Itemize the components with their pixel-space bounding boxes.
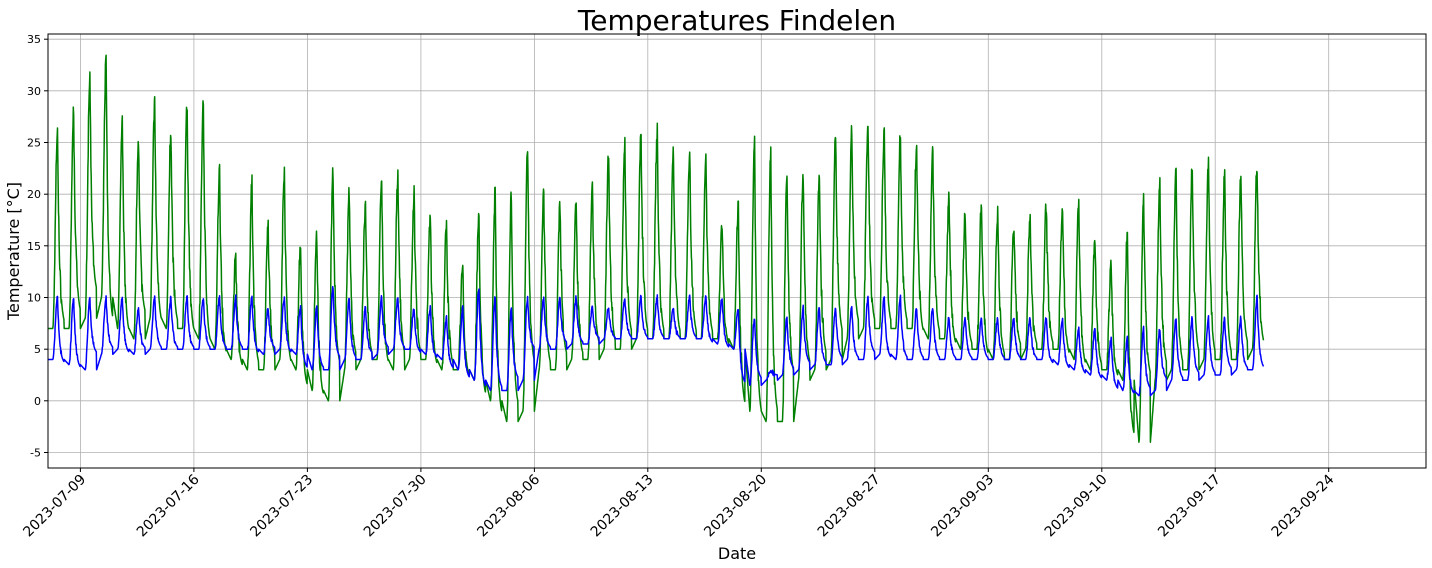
x-tick-label: 2023-08-27 — [815, 472, 884, 541]
chart-title: Temperatures Findelen — [577, 4, 896, 37]
series-line-green — [48, 55, 1264, 442]
x-tick-label: 2023-08-13 — [588, 472, 657, 541]
x-tick-label: 2023-09-10 — [1042, 472, 1111, 541]
y-tick-label: 10 — [27, 292, 41, 305]
y-axis-ticks: -5 0 5 10 15 20 25 30 35 — [27, 33, 48, 459]
y-tick-label: 5 — [34, 343, 41, 356]
y-tick-label: 15 — [27, 240, 41, 253]
x-tick-label: 2023-07-09 — [20, 472, 89, 541]
y-tick-label: 0 — [34, 395, 41, 408]
x-axis-ticks: 2023-07-09 2023-07-16 2023-07-23 2023-07-30… — [20, 468, 1337, 540]
y-axis-label: Temperature [°C] — [4, 182, 23, 321]
x-tick-label: 2023-09-03 — [928, 472, 997, 541]
x-tick-label: 2023-07-30 — [361, 472, 430, 541]
x-tick-label: 2023-08-20 — [701, 472, 770, 541]
y-tick-label: -5 — [30, 447, 41, 460]
y-tick-label: 35 — [27, 33, 41, 46]
series-lines — [48, 55, 1264, 442]
x-tick-label: 2023-07-16 — [134, 471, 203, 540]
x-tick-label: 2023-09-24 — [1269, 471, 1338, 540]
x-tick-label: 2023-08-06 — [474, 471, 543, 540]
y-tick-label: 30 — [27, 85, 41, 98]
x-tick-label: 2023-09-17 — [1155, 472, 1224, 541]
x-axis-label: Date — [718, 544, 756, 563]
x-tick-label: 2023-07-23 — [247, 472, 316, 541]
y-tick-label: 20 — [27, 188, 41, 201]
y-tick-label: 25 — [27, 137, 41, 150]
